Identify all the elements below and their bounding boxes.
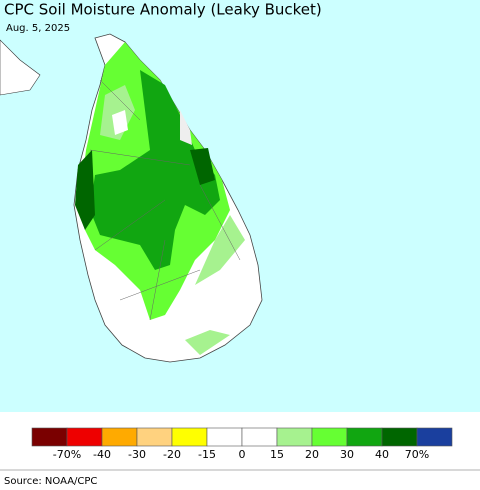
legend-label: 70%	[405, 448, 429, 461]
island	[73, 33, 263, 363]
legend-swatch	[66, 427, 103, 447]
legend-swatch	[276, 427, 313, 447]
moist-area	[185, 330, 230, 355]
legend: -70% -40 -30 -20 -15 0 15 20 30 40 70%	[31, 427, 453, 461]
india-coast	[0, 39, 41, 96]
legend-label: -20	[163, 448, 181, 461]
legend-label: 30	[340, 448, 354, 461]
legend-label: 0	[239, 448, 246, 461]
sea	[0, 0, 480, 412]
legend-swatch	[311, 427, 348, 447]
source: Source: NOAA/CPC	[4, 476, 97, 487]
wettest-area	[190, 148, 215, 185]
legend-swatch	[381, 427, 418, 447]
legend-label: -15	[198, 448, 216, 461]
legend-swatch	[241, 427, 278, 447]
legend-label: 40	[375, 448, 389, 461]
legend-swatch	[136, 427, 173, 447]
legend-swatch	[416, 427, 453, 447]
wetter-area	[90, 70, 220, 270]
neutral-area	[180, 110, 192, 145]
legend-label: -30	[128, 448, 146, 461]
legend-label: 20	[305, 448, 319, 461]
moist-area	[195, 215, 245, 285]
title: CPC Soil Moisture Anomaly (Leaky Bucket)	[4, 1, 322, 19]
neutral-area	[112, 110, 128, 135]
legend-swatch	[346, 427, 383, 447]
date: Aug. 5, 2025	[6, 23, 70, 34]
district-border	[89, 79, 241, 321]
legend-swatch	[31, 427, 68, 447]
legend-area	[0, 412, 480, 490]
legend-label: -40	[93, 448, 111, 461]
legend-label: 15	[270, 448, 284, 461]
legend-label: -70%	[53, 448, 81, 461]
legend-swatch	[171, 427, 208, 447]
legend-swatch	[101, 427, 138, 447]
wettest-area	[75, 150, 95, 230]
legend-swatch	[206, 427, 243, 447]
